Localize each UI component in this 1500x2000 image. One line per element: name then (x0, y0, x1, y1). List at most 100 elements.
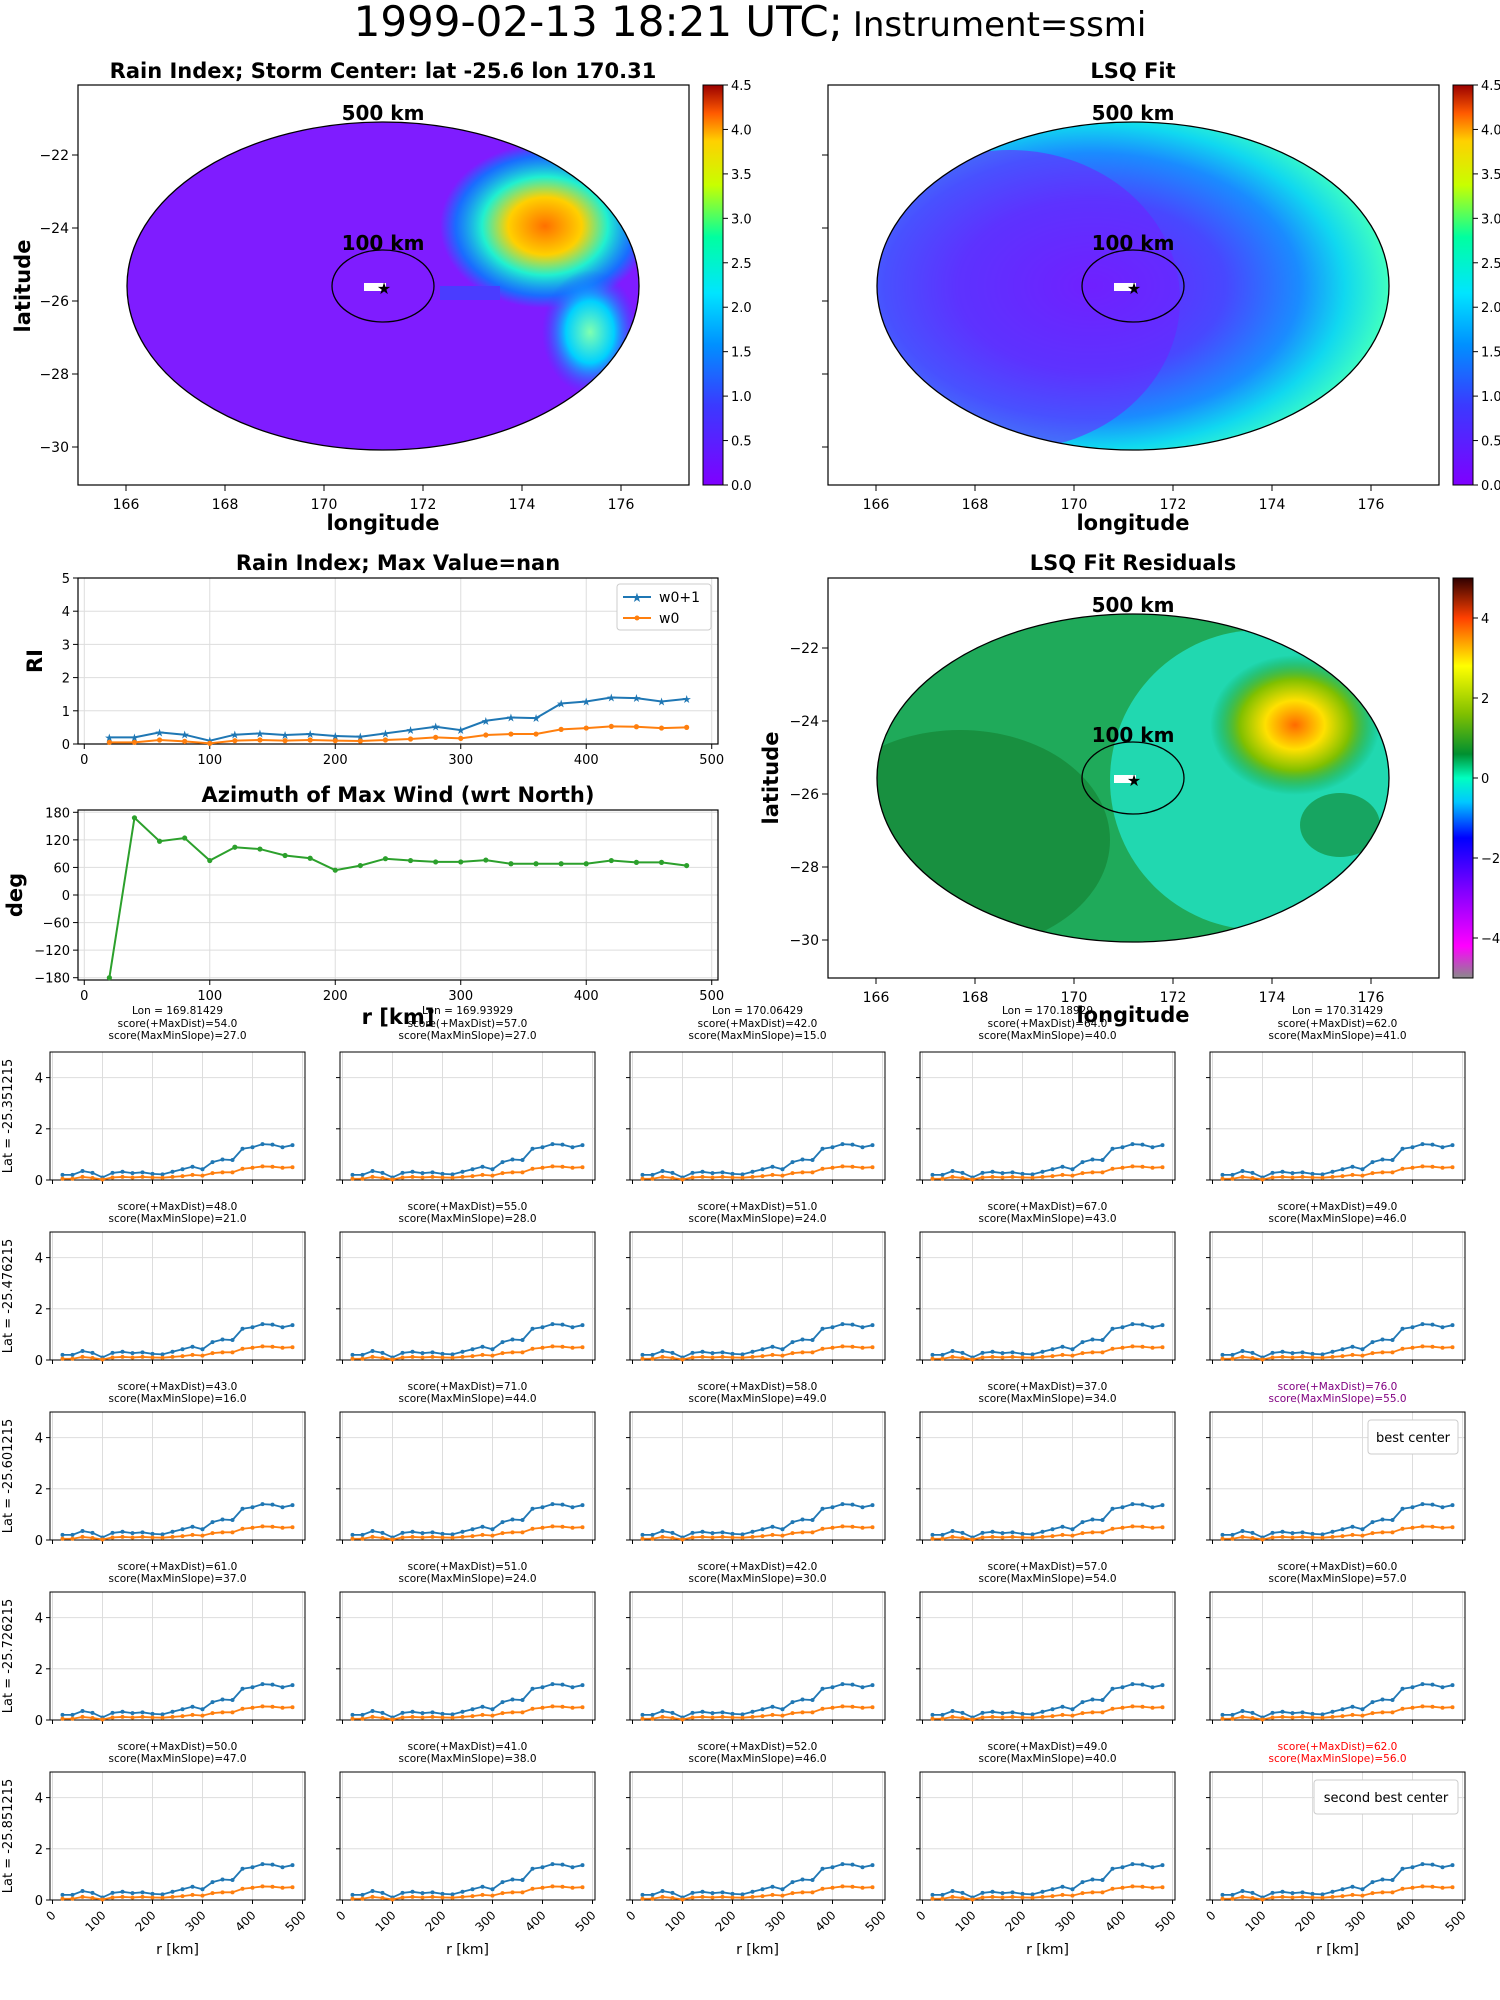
panel-data-point (1260, 1177, 1265, 1182)
panel-data-point (290, 1683, 295, 1688)
rain-index-line-chart: Rain Index; Max Value=nan 0 100 200 300 400 5… (23, 551, 724, 768)
data-point-star: ★ (606, 692, 616, 705)
panel-ytick-label: 4 (35, 1252, 43, 1267)
panel-data-point (530, 1686, 535, 1691)
panel-data-point (770, 1704, 775, 1709)
panel-data-point (90, 1175, 95, 1180)
panel-data-point (980, 1535, 985, 1540)
panel-data-point (120, 1174, 125, 1179)
panel-data-point (1030, 1532, 1035, 1537)
xtick-label: 200 (323, 989, 348, 1004)
candidate-center-grid: Lon = 169.81429score(+MaxDist)=54.0score… (1, 1005, 1469, 1958)
panel-data-point (820, 1686, 825, 1691)
panel-data-point (160, 1715, 165, 1720)
panel-data-point (660, 1174, 665, 1179)
data-point-star: ★ (381, 727, 391, 740)
panel-data-point (830, 1705, 835, 1710)
panel-data-point (1150, 1705, 1155, 1710)
panel-data-point (1130, 1862, 1135, 1867)
panel-score-maxdist: score(+MaxDist)=41.0 (408, 1741, 528, 1753)
panel-data-point (230, 1710, 235, 1715)
panel-data-point (350, 1712, 355, 1717)
panel-data-point (1120, 1885, 1125, 1890)
colorbar-tick-label: 3.0 (1481, 212, 1500, 227)
panel-ytick-label: 0 (35, 1174, 43, 1189)
panel-series-line (1222, 1345, 1453, 1361)
panel-data-point (1030, 1895, 1035, 1900)
panel-score-maxminslope: score(MaxMinSlope)=38.0 (398, 1753, 536, 1765)
panel-xtick-label: 500 (573, 1908, 599, 1934)
panel-data-point (510, 1710, 515, 1715)
panel-data-point (810, 1878, 815, 1883)
panel-data-point (540, 1885, 545, 1890)
panel-data-point (730, 1535, 735, 1540)
panel-data-point (160, 1175, 165, 1180)
panel-series-line (352, 1165, 583, 1181)
panel-data-point (710, 1535, 715, 1540)
panel-data-point (1240, 1354, 1245, 1359)
panel-data-point (230, 1158, 235, 1163)
panel-data-point (1220, 1536, 1225, 1541)
panel-series-line (352, 1345, 583, 1361)
candidate-panel: score(+MaxDist)=48.0score(MaxMinSlope)=2… (1, 1201, 306, 1369)
panel-data-point (1320, 1175, 1325, 1180)
panel-data-point (640, 1536, 645, 1541)
panel-score-maxdist: score(+MaxDist)=64.0 (988, 1018, 1108, 1030)
panel-data-point (1310, 1891, 1315, 1896)
panel-data-point (1320, 1352, 1325, 1357)
panel-data-point (540, 1705, 545, 1710)
panel-data-point (850, 1682, 855, 1687)
panel-data-point (1220, 1892, 1225, 1897)
panel-data-point (850, 1502, 855, 1507)
panel-score-maxdist: score(+MaxDist)=54.0 (118, 1018, 238, 1030)
panel-data-point (1080, 1520, 1085, 1525)
panel-data-point (740, 1892, 745, 1897)
panel-score-maxdist: score(+MaxDist)=37.0 (988, 1381, 1108, 1393)
panel-data-point (750, 1534, 755, 1539)
panel-xtick-label: 500 (863, 1908, 889, 1934)
colorbar-tick-label: 2.0 (731, 301, 752, 316)
panel-ytick-label: 2 (35, 1843, 43, 1858)
panel-data-point (530, 1886, 535, 1891)
panel-data-point (1340, 1714, 1345, 1719)
lsq-ring-100km (1081, 249, 1185, 323)
panel-data-point (1230, 1712, 1235, 1717)
candidate-panel: score(+MaxDist)=61.0score(MaxMinSlope)=3… (1, 1561, 306, 1729)
panel-data-point (1330, 1889, 1335, 1894)
panel-xlabel: r [km] (736, 1942, 779, 1958)
panel-data-point (650, 1172, 655, 1177)
panel-data-point (810, 1158, 815, 1163)
colorbar-tick-label: 1.0 (731, 390, 752, 405)
panel-data-point (710, 1351, 715, 1356)
panel-data-point (400, 1715, 405, 1720)
panel-data-point (750, 1889, 755, 1894)
panel-data-point (1400, 1706, 1405, 1711)
resid-colorbar (1452, 577, 1474, 979)
panel-data-point (240, 1346, 245, 1351)
panel-frame (629, 1051, 886, 1181)
ri-legend-label-w0: w0 (659, 611, 679, 627)
panel-data-point (1250, 1175, 1255, 1180)
panel-data-point (770, 1892, 775, 1897)
panel-data-point (120, 1534, 125, 1539)
panel-data-point (1090, 1697, 1095, 1702)
colorbar-tick-label: 4.5 (1481, 79, 1500, 94)
panel-data-point (550, 1502, 555, 1507)
panel-data-point (540, 1345, 545, 1350)
panel-data-point (1350, 1892, 1355, 1897)
panel-data-point (940, 1712, 945, 1717)
data-point (357, 738, 363, 744)
panel-data-point (480, 1172, 485, 1177)
panel-data-point (130, 1715, 135, 1720)
colorbar-tick-label: 2.5 (731, 257, 752, 272)
panel-data-point (490, 1533, 495, 1538)
panel-data-point (410, 1354, 415, 1359)
panel-data-point (930, 1532, 935, 1537)
panel-series-line (1222, 1885, 1453, 1901)
ytick-label: 5 (62, 572, 70, 587)
panel-data-point (70, 1352, 75, 1357)
panel-series-line (62, 1863, 293, 1899)
panel-score-maxdist: score(+MaxDist)=51.0 (408, 1561, 528, 1573)
data-point (332, 867, 338, 873)
panel-data-point (350, 1892, 355, 1897)
